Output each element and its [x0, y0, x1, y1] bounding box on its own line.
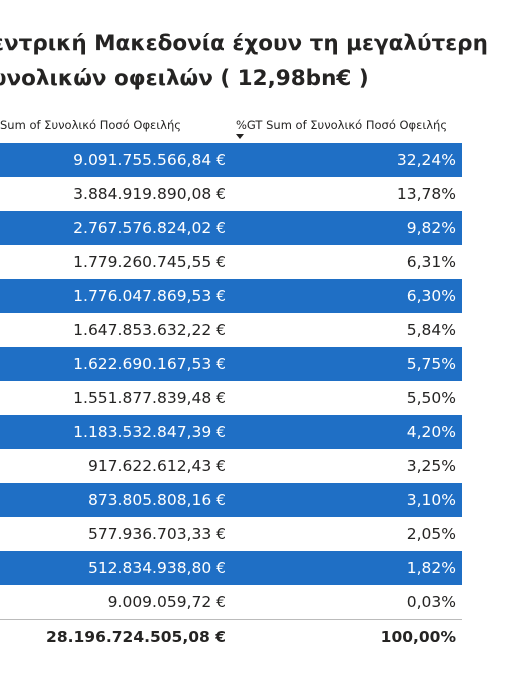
percent-cell: 2,05%: [406, 525, 456, 543]
table-row[interactable]: 2.767.576.824,02 € 9,82%: [0, 211, 462, 245]
percent-cell: 6,31%: [406, 253, 456, 271]
table-row[interactable]: 9.091.755.566,84 € 32,24%: [0, 143, 462, 177]
amount-cell: 1.776.047.869,53 €: [73, 287, 226, 305]
table-row[interactable]: 1.183.532.847,39 € 4,20%: [0, 415, 462, 449]
table-row[interactable]: 9.009.059,72 € 0,03%: [0, 585, 462, 619]
percent-cell: 6,30%: [406, 287, 456, 305]
amount-cell: 512.834.938,80 €: [87, 559, 226, 577]
amount-cell: 917.622.612,43 €: [87, 457, 226, 475]
amount-cell: 9.009.059,72 €: [107, 593, 226, 611]
percent-cell: 5,75%: [406, 355, 456, 373]
amount-cell: 1.551.877.839,48 €: [73, 389, 226, 407]
data-table: 9.091.755.566,84 € 32,24% 3.884.919.890,08…: [0, 143, 462, 654]
percent-cell: 9,82%: [406, 219, 456, 237]
amount-cell: 577.936.703,33 €: [87, 525, 226, 543]
table-row[interactable]: 1.622.690.167,53 € 5,75%: [0, 347, 462, 381]
table-row[interactable]: 917.622.612,43 € 3,25%: [0, 449, 462, 483]
percent-cell: 1,82%: [406, 559, 456, 577]
percent-cell: 13,78%: [396, 185, 456, 203]
amount-cell: 1.647.853.632,22 €: [73, 321, 226, 339]
table-row[interactable]: 1.551.877.839,48 € 5,50%: [0, 381, 462, 415]
table-row[interactable]: 577.936.703,33 € 2,05%: [0, 517, 462, 551]
table-row[interactable]: 873.805.808,16 € 3,10%: [0, 483, 462, 517]
table-row[interactable]: 1.779.260.745,55 € 6,31%: [0, 245, 462, 279]
column-header-amount[interactable]: Sum of Συνολικό Ποσό Οφειλής: [0, 118, 181, 132]
amount-cell: 873.805.808,16 €: [87, 491, 226, 509]
column-header-percent[interactable]: %GT Sum of Συνολικό Ποσό Οφειλής: [236, 118, 448, 132]
amount-cell: 1.183.532.847,39 €: [73, 423, 226, 441]
total-row: 28.196.724.505,08 € 100,00%: [0, 619, 462, 654]
chart-title: εντρική Μακεδονία έχουν τη μεγαλύτερη υν…: [0, 26, 530, 96]
percent-cell: 4,20%: [406, 423, 456, 441]
percent-cell: 5,84%: [406, 321, 456, 339]
total-percent-cell: 100,00%: [380, 628, 456, 646]
percent-cell: 5,50%: [406, 389, 456, 407]
amount-cell: 2.767.576.824,02 €: [73, 219, 226, 237]
total-amount-cell: 28.196.724.505,08 €: [46, 628, 226, 646]
table-row[interactable]: 3.884.919.890,08 € 13,78%: [0, 177, 462, 211]
percent-cell: 32,24%: [396, 151, 456, 169]
sort-descending-icon[interactable]: [236, 134, 244, 139]
percent-cell: 3,25%: [406, 457, 456, 475]
title-line-2: υνολικών οφειλών ( 12,98bn€ ): [0, 66, 369, 91]
amount-cell: 3.884.919.890,08 €: [73, 185, 226, 203]
percent-cell: 0,03%: [406, 593, 456, 611]
amount-cell: 1.779.260.745,55 €: [73, 253, 226, 271]
amount-cell: 1.622.690.167,53 €: [73, 355, 226, 373]
amount-cell: 9.091.755.566,84 €: [73, 151, 226, 169]
percent-cell: 3,10%: [406, 491, 456, 509]
title-line-1: εντρική Μακεδονία έχουν τη μεγαλύτερη: [0, 31, 488, 56]
table-row[interactable]: 1.647.853.632,22 € 5,84%: [0, 313, 462, 347]
table-row[interactable]: 1.776.047.869,53 € 6,30%: [0, 279, 462, 313]
table-row[interactable]: 512.834.938,80 € 1,82%: [0, 551, 462, 585]
